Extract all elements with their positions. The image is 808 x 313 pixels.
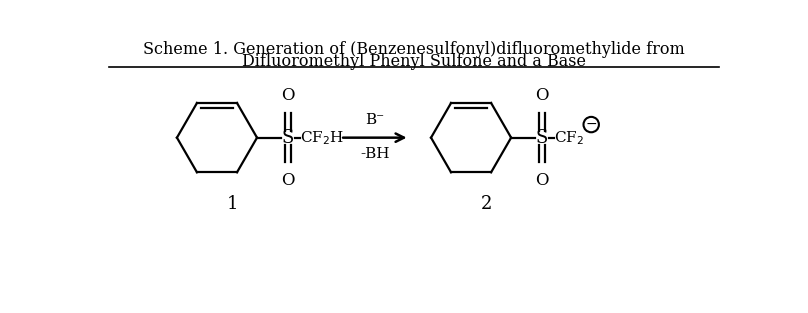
- Text: O: O: [535, 87, 549, 104]
- Text: B⁻: B⁻: [365, 113, 385, 127]
- Text: Difluoromethyl Phenyl Sulfone and a Base: Difluoromethyl Phenyl Sulfone and a Base: [242, 53, 586, 70]
- Text: 2: 2: [481, 195, 492, 213]
- Text: S: S: [536, 129, 548, 147]
- Text: O: O: [535, 172, 549, 188]
- Text: Scheme 1. Generation of (Benzenesulfonyl)difluoromethylide from: Scheme 1. Generation of (Benzenesulfonyl…: [143, 41, 685, 59]
- Text: O: O: [281, 172, 295, 188]
- Text: CF$_2$H: CF$_2$H: [300, 129, 344, 146]
- Text: 1: 1: [226, 195, 238, 213]
- Text: CF$_2$: CF$_2$: [554, 129, 584, 146]
- Text: −: −: [585, 117, 597, 131]
- Text: O: O: [281, 87, 295, 104]
- Text: -BH: -BH: [360, 147, 389, 161]
- Text: S: S: [282, 129, 294, 147]
